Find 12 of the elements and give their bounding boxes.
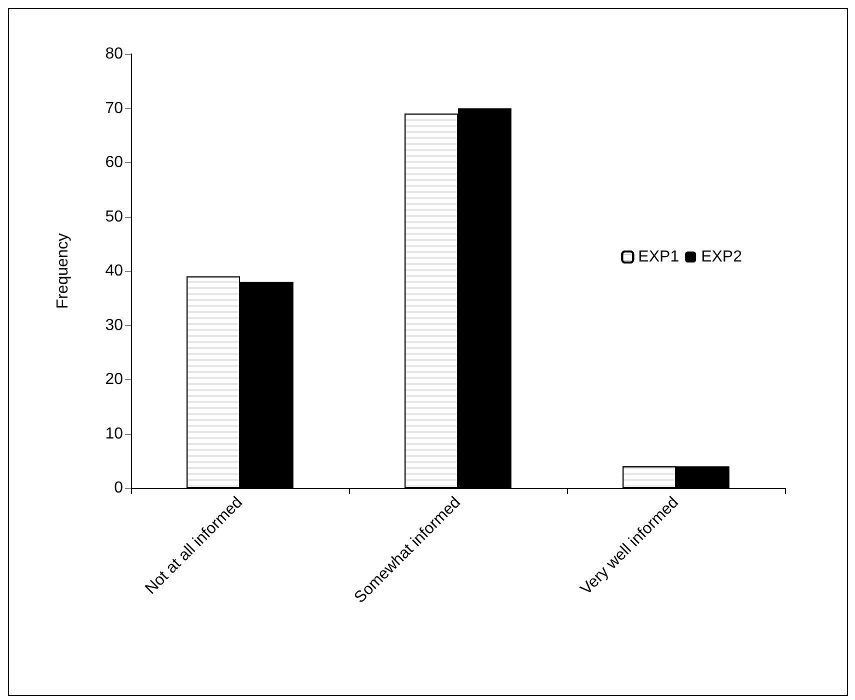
y-tick-label: 60 — [105, 154, 124, 171]
y-tick-label: 70 — [105, 100, 124, 117]
y-tick-label: 80 — [105, 46, 124, 62]
y-tick-label: 30 — [105, 316, 124, 334]
y-tick-label: 50 — [105, 208, 124, 226]
y-tick-label: 0 — [114, 480, 124, 496]
y-tick-label: 10 — [105, 425, 124, 442]
y-axis-title: Frequency — [54, 233, 72, 309]
y-tick-label: 20 — [105, 371, 124, 388]
legend-label: EXP2 — [701, 248, 742, 266]
legend-label: EXP1 — [638, 248, 680, 266]
y-tick-label: 40 — [105, 262, 124, 280]
